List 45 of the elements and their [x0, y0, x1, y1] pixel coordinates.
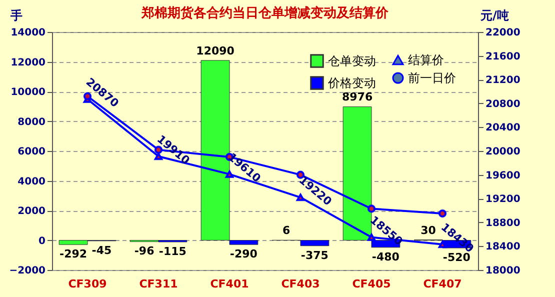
- y2-tick-label: 18800: [486, 218, 520, 229]
- data-label: 30: [420, 224, 436, 237]
- y-tick-label: 10000: [10, 87, 46, 98]
- data-label: -96: [134, 244, 155, 258]
- y2-tick-label: 21200: [486, 75, 520, 86]
- x-tick-label: CF309: [68, 278, 107, 290]
- y-tick-label: 2000: [18, 206, 46, 217]
- legend-label: 仓单变动: [328, 54, 376, 68]
- x-tick-label: CF407: [423, 278, 462, 290]
- data-label: -375: [300, 248, 328, 262]
- y-tick-label: 4000: [18, 176, 46, 188]
- y2-tick-label: 20400: [486, 122, 520, 134]
- y2-tick-label: 21600: [486, 51, 520, 62]
- data-label: -520: [442, 250, 471, 264]
- chart-title: 郑棉期货各合约当日仓单增减变动及结算价: [140, 4, 390, 22]
- data-label: -480: [372, 250, 400, 264]
- x-tick-label: CF403: [281, 278, 320, 290]
- data-label: 8976: [342, 90, 373, 104]
- x-tick-label: CF311: [139, 278, 178, 290]
- legend-label: 价格变动: [327, 76, 376, 90]
- y2-axis-title: 元/吨: [480, 8, 509, 22]
- y2-tick-label: 22000: [486, 28, 520, 38]
- y-axis-title: 手: [10, 8, 22, 22]
- y2-tick-label: 20800: [486, 98, 520, 110]
- legend-label: 前一日价: [408, 71, 456, 85]
- data-label: 12090: [196, 44, 235, 58]
- y2-tick-label: 20000: [486, 146, 520, 158]
- data-label: -45: [92, 244, 112, 257]
- x-tick-label: CF405: [352, 278, 391, 290]
- y-tick-label: 14000: [10, 28, 46, 38]
- data-label: -292: [60, 248, 88, 261]
- x-tick-label: CF401: [210, 278, 249, 290]
- y2-tick-label: 19600: [486, 170, 520, 182]
- y2-tick-label: 18000: [486, 266, 520, 276]
- y2-tick-label: 19200: [486, 194, 520, 206]
- data-label: -115: [158, 244, 186, 258]
- y-tick-label: 6000: [18, 146, 46, 158]
- y-tick-label: −2000: [9, 266, 46, 276]
- data-label: 6: [282, 224, 290, 238]
- y-tick-label: 12000: [10, 57, 46, 68]
- y-tick-label: 8000: [18, 116, 46, 128]
- data-label: -290: [230, 248, 258, 261]
- y-tick-label: 0: [38, 236, 46, 247]
- y2-tick-label: 18400: [486, 242, 520, 253]
- legend-label: 结算价: [408, 53, 444, 67]
